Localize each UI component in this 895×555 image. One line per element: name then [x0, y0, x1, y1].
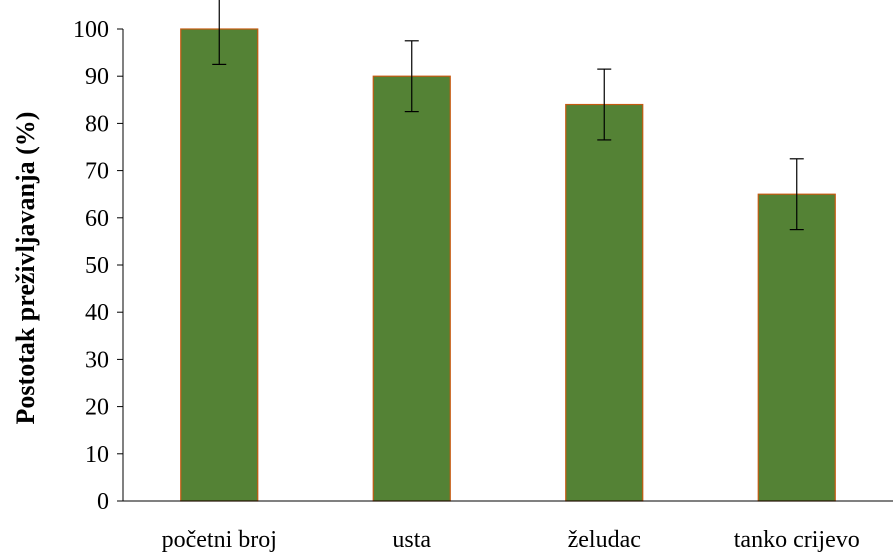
y-tick-label: 30: [85, 347, 109, 373]
bar: [565, 103, 644, 502]
y-tick-label: 10: [85, 442, 109, 468]
y-tick-label: 0: [97, 489, 109, 515]
y-tick-label: 20: [85, 395, 109, 421]
y-tick-label: 40: [85, 300, 109, 326]
y-axis-ticks: 0 10 20 30 40 50 60 70 80 90 100: [73, 17, 123, 515]
bars: [180, 28, 836, 502]
axes: [122, 29, 893, 502]
y-tick-label: 50: [85, 253, 109, 279]
y-axis-title: Postotak preživljavanja (%): [11, 112, 40, 425]
bar: [757, 193, 836, 502]
y-tick-label: 70: [85, 159, 109, 185]
y-tick-label: 80: [85, 111, 109, 137]
error-bar: [404, 40, 419, 113]
category-label: želudac: [568, 527, 641, 553]
category-labels: početni broj usta želudac tanko crijevo: [162, 527, 860, 553]
category-label: usta: [392, 527, 431, 553]
category-label: početni broj: [162, 527, 277, 553]
y-tick-label: 100: [73, 17, 109, 43]
bar: [372, 75, 451, 502]
y-tick-label: 60: [85, 206, 109, 232]
category-label: tanko crijevo: [734, 527, 860, 553]
error-bars: [212, 0, 804, 231]
bar: [180, 28, 259, 502]
error-bar: [597, 68, 612, 141]
y-tick-label: 90: [85, 64, 109, 90]
error-bar: [212, 0, 227, 66]
error-bar: [789, 158, 804, 231]
